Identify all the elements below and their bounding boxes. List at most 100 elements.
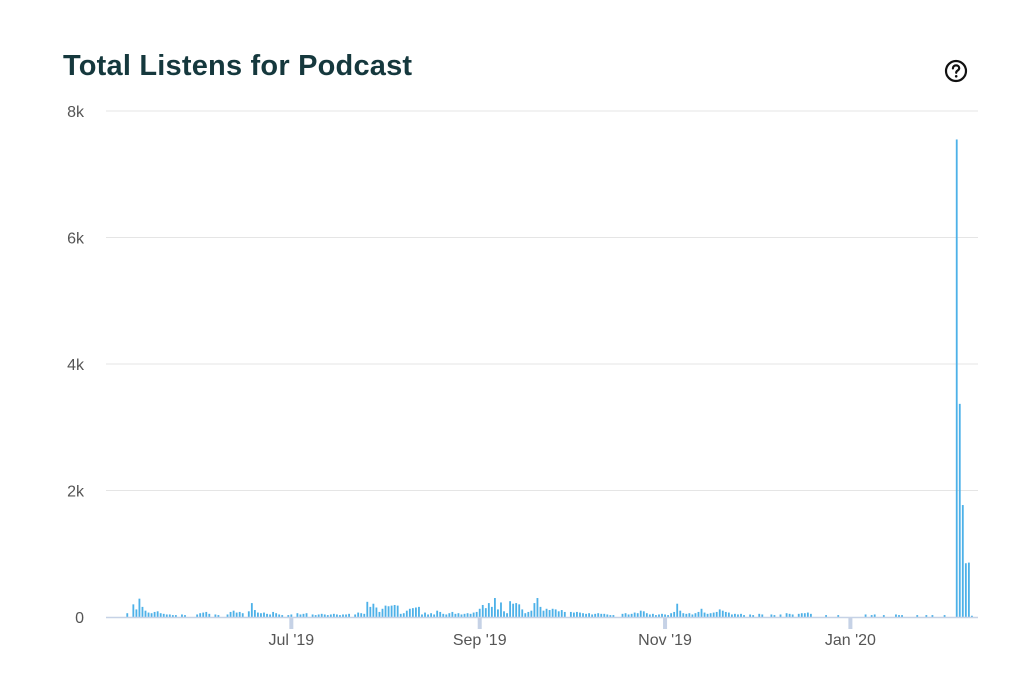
bar — [132, 604, 135, 617]
bar — [433, 614, 436, 617]
bar — [384, 605, 387, 617]
bar — [257, 612, 259, 617]
bar — [442, 613, 445, 617]
bar — [542, 610, 545, 617]
bar — [785, 613, 788, 617]
bar — [424, 612, 426, 617]
bar — [743, 615, 745, 617]
bar — [305, 613, 308, 617]
bar — [721, 610, 724, 617]
bar — [554, 609, 557, 617]
bar — [147, 612, 150, 617]
bar — [162, 613, 165, 617]
bar — [336, 614, 338, 617]
bar — [676, 603, 679, 617]
bar — [551, 608, 554, 617]
bar — [961, 505, 964, 617]
bar — [241, 613, 244, 617]
bar — [360, 613, 363, 617]
bar — [323, 614, 326, 617]
bar — [484, 608, 487, 617]
bar — [156, 611, 159, 617]
bar — [651, 613, 654, 617]
bar — [487, 603, 490, 617]
bar — [490, 606, 493, 617]
bar — [339, 615, 341, 617]
bar — [697, 611, 700, 617]
bar — [238, 611, 241, 617]
bar — [299, 614, 302, 617]
bar — [600, 613, 603, 617]
bar — [408, 608, 411, 617]
bar — [612, 615, 615, 617]
bar — [226, 614, 229, 617]
bar — [579, 612, 581, 617]
bar — [518, 604, 521, 617]
bar — [901, 615, 903, 617]
bar — [171, 615, 174, 617]
bar — [727, 612, 730, 617]
bar — [247, 611, 250, 617]
bar — [168, 614, 171, 617]
bar — [779, 614, 782, 617]
bar — [645, 613, 648, 617]
bar — [898, 615, 900, 617]
bar — [454, 613, 457, 617]
bar — [381, 608, 384, 617]
bar — [576, 611, 578, 617]
bar — [609, 615, 612, 617]
bar — [658, 614, 660, 617]
bar — [153, 611, 156, 617]
bar — [682, 613, 685, 617]
bar — [524, 613, 527, 617]
bar — [418, 606, 420, 617]
bar — [737, 614, 739, 617]
bar — [460, 614, 463, 617]
bar — [882, 615, 885, 617]
bar — [688, 613, 691, 617]
bar — [345, 614, 347, 617]
bar — [466, 613, 469, 617]
bar — [664, 614, 666, 617]
bar — [803, 613, 806, 617]
question-circle-icon[interactable] — [944, 59, 968, 83]
bar — [870, 615, 873, 617]
x-tick-mark — [663, 617, 668, 629]
bar — [457, 613, 460, 617]
bar — [533, 603, 536, 617]
bar — [706, 613, 709, 617]
bar — [943, 615, 946, 617]
bar — [475, 611, 478, 617]
bar — [135, 609, 138, 617]
bar — [630, 613, 633, 617]
bar — [399, 613, 402, 617]
bar — [478, 608, 481, 617]
y-tick-label: 8k — [67, 104, 85, 121]
bar — [642, 611, 645, 617]
x-tick-label: Jan '20 — [825, 632, 876, 649]
bar — [414, 607, 417, 617]
bar — [569, 611, 572, 617]
bar — [272, 611, 275, 617]
bar — [463, 613, 466, 617]
bar — [691, 614, 694, 617]
bar — [545, 608, 548, 617]
bar — [275, 613, 278, 617]
bar — [627, 614, 630, 617]
bar — [296, 613, 299, 617]
bar — [250, 603, 253, 617]
x-axis — [106, 616, 978, 629]
bar — [515, 603, 518, 617]
bar — [749, 614, 752, 617]
bar — [481, 604, 484, 617]
bar — [712, 612, 715, 617]
bar — [512, 603, 515, 617]
bar — [150, 613, 153, 617]
y-tick-label: 4k — [67, 357, 85, 374]
bar — [718, 609, 721, 617]
bar — [527, 611, 530, 617]
bar — [317, 614, 320, 617]
bar — [734, 613, 736, 617]
bar — [925, 615, 928, 617]
bar — [260, 613, 262, 617]
